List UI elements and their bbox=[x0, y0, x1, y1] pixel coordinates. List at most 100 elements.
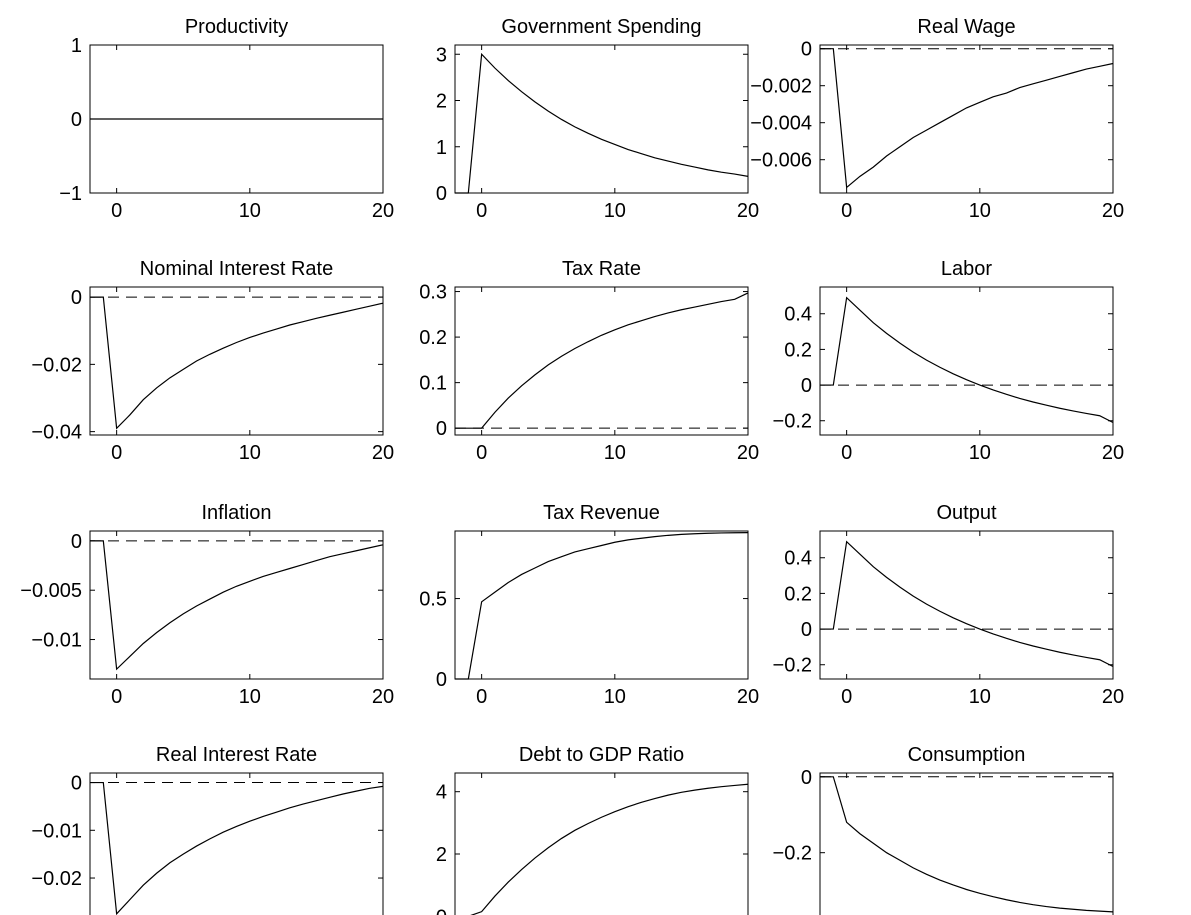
y-tick-label: 0 bbox=[436, 669, 447, 691]
x-tick-label: 0 bbox=[111, 686, 122, 708]
y-tick-label: 4 bbox=[436, 782, 447, 804]
x-tick-label: 0 bbox=[841, 200, 852, 222]
axes-box-debt-to-gdp-ratio bbox=[454, 772, 749, 915]
subplot-government-spending: Government Spending 0 10 20 0 1 2 3 bbox=[436, 16, 759, 222]
subplot-output: Output 0 10 20 −0.2 0 0.2 0.4 bbox=[773, 502, 1125, 708]
x-tick-label: 10 bbox=[969, 686, 991, 708]
y-tick-label: 2 bbox=[436, 844, 447, 866]
y-tick-label: −0.04 bbox=[31, 422, 82, 444]
response-line-consumption bbox=[820, 776, 1114, 913]
x-tick-label: 20 bbox=[737, 686, 759, 708]
subplot-real-wage: Real Wage 0 10 20 −0.006 −0.004 −0.002 0 bbox=[750, 16, 1124, 222]
response-line-debt-to-gdp-ratio bbox=[470, 783, 749, 915]
x-tick-label: 0 bbox=[111, 442, 122, 464]
x-tick-label: 10 bbox=[239, 686, 261, 708]
y-tick-label: 0.4 bbox=[784, 304, 812, 326]
response-line-tax-revenue bbox=[455, 532, 749, 680]
y-tick-label: 0 bbox=[436, 183, 447, 205]
y-tick-label: −0.02 bbox=[31, 868, 82, 890]
y-tick-label: 0.1 bbox=[419, 373, 447, 395]
y-tick-label: 0 bbox=[801, 39, 812, 61]
axes-box-real-interest-rate bbox=[89, 772, 384, 915]
x-tick-label: 20 bbox=[372, 686, 394, 708]
axes-box-labor bbox=[819, 286, 1114, 436]
y-tick-label: 0 bbox=[801, 619, 812, 641]
axes-box-nominal-interest-rate bbox=[89, 286, 384, 436]
y-tick-label: 0 bbox=[801, 767, 812, 789]
y-tick-label: 0 bbox=[436, 418, 447, 440]
subplot-title-tax-revenue: Tax Revenue bbox=[543, 502, 660, 524]
y-tick-label: 0.2 bbox=[784, 339, 812, 361]
x-tick-label: 0 bbox=[841, 686, 852, 708]
subplot-title-nominal-interest-rate: Nominal Interest Rate bbox=[140, 258, 333, 280]
axes-box-inflation bbox=[89, 530, 384, 680]
response-line-real-interest-rate bbox=[90, 781, 384, 915]
y-tick-label: 0.3 bbox=[419, 282, 447, 304]
x-tick-label: 0 bbox=[476, 442, 487, 464]
response-line-government-spending bbox=[455, 52, 749, 194]
y-tick-label: −0.2 bbox=[773, 843, 812, 865]
y-tick-label: 1 bbox=[71, 35, 82, 57]
axes-box-output bbox=[819, 530, 1114, 680]
x-tick-label: 20 bbox=[1102, 686, 1124, 708]
y-tick-label: −0.01 bbox=[31, 820, 82, 842]
y-tick-label: 0 bbox=[71, 531, 82, 553]
subplot-title-output: Output bbox=[936, 502, 996, 524]
x-tick-label: 10 bbox=[604, 442, 626, 464]
subplot-labor: Labor 0 10 20 −0.2 0 0.2 0.4 bbox=[773, 258, 1125, 464]
subplot-nominal-interest-rate: Nominal Interest Rate 0 10 20 −0.04 −0.02 0 bbox=[31, 258, 394, 464]
subplot-title-inflation: Inflation bbox=[201, 502, 271, 524]
y-tick-label: −0.01 bbox=[31, 630, 82, 652]
x-tick-label: 10 bbox=[604, 686, 626, 708]
x-tick-label: 10 bbox=[969, 200, 991, 222]
y-tick-label: 0 bbox=[71, 773, 82, 795]
subplot-title-labor: Labor bbox=[941, 258, 992, 280]
subplot-tax-rate: Tax Rate 0 10 20 0 0.1 0.2 0.3 bbox=[419, 258, 759, 464]
y-tick-label: 0.2 bbox=[419, 327, 447, 349]
x-tick-label: 10 bbox=[239, 442, 261, 464]
x-tick-label: 20 bbox=[372, 200, 394, 222]
y-tick-label: 0.4 bbox=[784, 548, 812, 570]
x-tick-label: 0 bbox=[476, 200, 487, 222]
x-tick-label: 0 bbox=[841, 442, 852, 464]
x-tick-label: 20 bbox=[1102, 442, 1124, 464]
y-tick-label: 0 bbox=[71, 109, 82, 131]
x-tick-label: 10 bbox=[239, 200, 261, 222]
axes-box-tax-rate bbox=[454, 286, 749, 436]
x-tick-label: 10 bbox=[604, 200, 626, 222]
y-tick-label: −0.02 bbox=[31, 354, 82, 376]
x-tick-label: 20 bbox=[737, 200, 759, 222]
subplot-title-real-wage: Real Wage bbox=[917, 16, 1015, 38]
y-tick-label: −1 bbox=[59, 183, 82, 205]
y-tick-label: −0.2 bbox=[773, 655, 812, 677]
subplot-tax-revenue: Tax Revenue 0 10 20 0 0.5 bbox=[419, 502, 759, 708]
axes-box-government-spending bbox=[454, 44, 749, 194]
y-tick-label: 0 bbox=[801, 375, 812, 397]
subplot-productivity: Productivity 0 10 20 −1 0 1 bbox=[59, 16, 394, 222]
subplot-consumption: Consumption01020−0.20 bbox=[773, 744, 1114, 915]
response-line-tax-rate bbox=[455, 292, 749, 429]
y-tick-label: −0.2 bbox=[773, 411, 812, 433]
x-tick-label: 0 bbox=[476, 686, 487, 708]
y-tick-label: 2 bbox=[436, 91, 447, 113]
subplot-debt-to-gdp-ratio: Debt to GDP Ratio01020024 bbox=[436, 744, 749, 915]
y-tick-label: −0.006 bbox=[750, 150, 812, 172]
y-tick-label: 3 bbox=[436, 44, 447, 66]
subplot-inflation: Inflation 0 10 20 −0.01 −0.005 0 bbox=[20, 502, 394, 708]
subplot-title-government-spending: Government Spending bbox=[501, 16, 701, 38]
axes-box-consumption bbox=[819, 772, 1114, 915]
response-line-nominal-interest-rate bbox=[90, 296, 384, 430]
x-tick-label: 20 bbox=[737, 442, 759, 464]
y-tick-label: 0 bbox=[71, 287, 82, 309]
x-tick-label: 20 bbox=[1102, 200, 1124, 222]
x-tick-label: 0 bbox=[111, 200, 122, 222]
y-tick-label: 1 bbox=[436, 137, 447, 159]
response-line-labor bbox=[820, 296, 1114, 424]
response-line-output bbox=[820, 540, 1114, 668]
subplot-title-debt-to-gdp-ratio: Debt to GDP Ratio bbox=[519, 744, 684, 766]
x-tick-label: 20 bbox=[372, 442, 394, 464]
y-tick-label: −0.004 bbox=[750, 113, 812, 135]
response-line-inflation bbox=[90, 540, 384, 671]
subplot-title-productivity: Productivity bbox=[185, 16, 288, 38]
